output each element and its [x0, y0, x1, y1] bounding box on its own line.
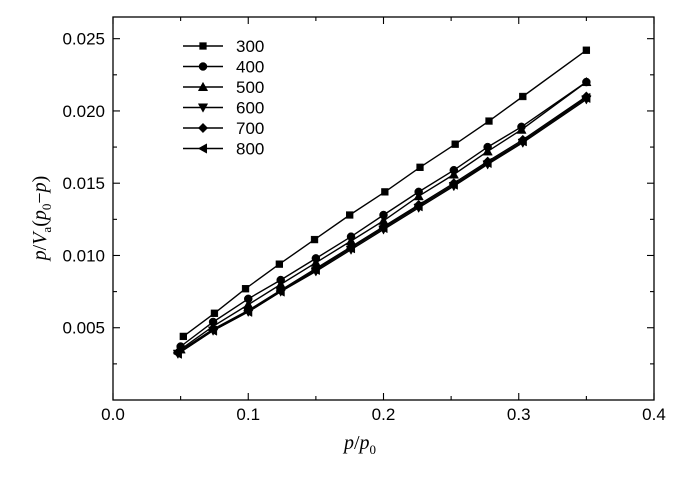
legend-marker [197, 103, 209, 113]
legend-item-700: 700 [183, 119, 264, 138]
data-point-800 [517, 136, 527, 147]
series-line-800 [177, 97, 587, 355]
legend-item-600: 600 [183, 99, 264, 118]
series-layer [172, 46, 592, 359]
legend-label: 300 [236, 37, 264, 56]
data-point-800 [172, 348, 182, 359]
legend-marker [197, 143, 208, 154]
y-tick-label: 0.015 [62, 174, 105, 193]
legend-item-800: 800 [183, 140, 264, 159]
x-tick-label: 0.4 [642, 405, 666, 424]
legend-label: 500 [236, 78, 264, 97]
data-point-300 [519, 92, 527, 101]
legend-marker [197, 81, 209, 92]
series-line-700 [177, 95, 587, 353]
data-point-300 [275, 260, 284, 268]
legend-marker [197, 122, 209, 134]
x-tick-label: 0.2 [372, 405, 396, 424]
data-point-300 [451, 140, 459, 148]
data-point-300 [416, 163, 424, 171]
data-point-800 [345, 243, 356, 254]
x-axis-title: p/p0 [342, 432, 376, 457]
data-point-800 [243, 306, 253, 317]
series-300 [179, 46, 591, 341]
data-point-300 [241, 285, 250, 293]
data-point-300 [179, 332, 187, 341]
data-point-300 [310, 235, 319, 244]
series-line-400 [180, 81, 587, 348]
legend-marker [198, 62, 208, 71]
legend-label: 800 [236, 140, 264, 159]
legend-item-300: 300 [183, 37, 264, 56]
y-tick-label: 0.020 [62, 102, 105, 121]
svg-text:p/Va(p0−p): p/Va(p0−p) [29, 176, 54, 263]
data-point-800 [207, 325, 218, 336]
data-point-800 [581, 92, 591, 104]
legend-label: 700 [236, 119, 264, 138]
data-point-800 [275, 286, 285, 297]
x-tick-label: 0.1 [236, 405, 260, 424]
data-point-800 [378, 222, 388, 234]
y-tick-label: 0.005 [62, 319, 105, 338]
svg-text:p/p0: p/p0 [342, 432, 376, 457]
legend-item-400: 400 [183, 58, 264, 77]
data-point-500 [581, 76, 592, 87]
data-point-800 [413, 201, 423, 212]
data-point-500 [482, 146, 493, 156]
data-point-300 [346, 211, 354, 219]
data-point-300 [485, 117, 493, 125]
axes: 0.0 0.1 0.2 0.3 0.4 0.005 0.010 0.015 0.020 0.025 [62, 16, 666, 424]
y-axis-title: p/Va(p0−p) [29, 176, 54, 263]
data-point-500 [516, 124, 527, 134]
legend-marker [199, 42, 207, 50]
x-tick-label: 0.3 [507, 405, 531, 424]
series-line-300 [182, 49, 587, 337]
data-point-300 [210, 309, 219, 317]
data-point-300 [582, 46, 591, 54]
data-point-800 [448, 179, 458, 190]
y-tick-label: 0.010 [62, 246, 105, 265]
legend-label: 600 [236, 99, 264, 118]
legend-label: 400 [236, 58, 264, 77]
data-point-800 [482, 157, 492, 169]
y-tick-label: 0.025 [62, 30, 105, 49]
legend-item-500: 500 [183, 78, 264, 97]
data-point-300 [381, 188, 389, 196]
series-800 [172, 92, 591, 359]
data-point-800 [310, 264, 320, 276]
x-tick-label: 0.0 [101, 405, 125, 424]
series-400 [176, 77, 591, 351]
series-line-500 [180, 81, 587, 350]
